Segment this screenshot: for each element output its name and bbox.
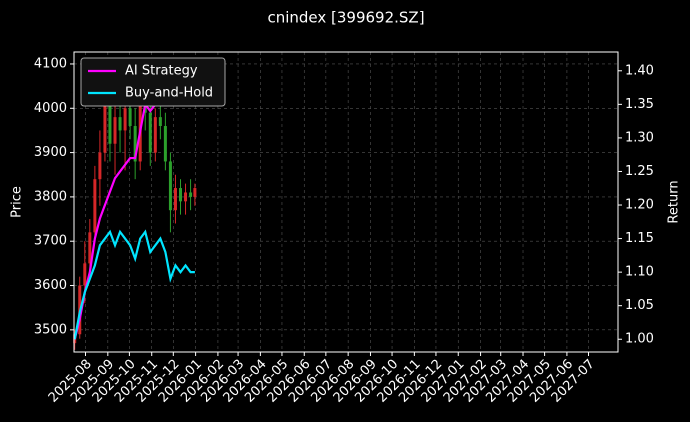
legend: AI Strategy Buy-and-Hold — [80, 57, 226, 107]
candle-body — [133, 126, 137, 162]
y-tick-label: 4100 — [34, 56, 67, 71]
chart-title: cnindex [399692.SZ] — [267, 9, 424, 27]
candle-body — [103, 99, 107, 153]
y2-tick-label: 1.10 — [625, 265, 654, 280]
y2-tick-label: 1.15 — [625, 231, 654, 246]
y-tick-label: 3500 — [34, 322, 67, 337]
candle-body — [93, 179, 97, 233]
y-tick-label: 3800 — [34, 189, 67, 204]
legend-box — [80, 57, 226, 107]
y2-tick-label: 1.20 — [625, 198, 654, 213]
candle-body — [148, 112, 152, 153]
candle-body — [158, 117, 162, 127]
y-tick-label: 4000 — [34, 101, 67, 116]
candle-body — [98, 152, 102, 180]
candle-body — [83, 263, 87, 286]
candle-body — [128, 108, 132, 127]
y2-tick-label: 1.30 — [625, 130, 654, 145]
y2-axis-label: Return — [667, 180, 682, 223]
candle-body — [193, 188, 197, 197]
candle-body — [168, 161, 172, 211]
candle-body — [173, 188, 177, 211]
series-line — [73, 229, 195, 340]
candle-body — [163, 126, 167, 162]
candle-body — [88, 232, 92, 264]
plot-frame — [73, 51, 619, 353]
candle-body — [108, 99, 112, 144]
legend-label: AI Strategy — [125, 64, 198, 79]
y-tick-label: 3700 — [34, 234, 67, 249]
candle-body — [178, 188, 182, 202]
y2-tick-label: 1.05 — [625, 298, 654, 313]
candle-body — [113, 117, 117, 144]
candle-body — [118, 117, 122, 131]
candle-body — [189, 192, 193, 197]
y-axis-label: Price — [10, 186, 25, 218]
y2-tick-label: 1.35 — [625, 97, 654, 112]
y2-tick-label: 1.40 — [625, 63, 654, 78]
y2-tick-label: 1.25 — [625, 164, 654, 179]
legend-label: Buy-and-Hold — [125, 86, 213, 101]
candle-body — [123, 108, 127, 131]
y-tick-label: 3600 — [34, 278, 67, 293]
candle-body — [184, 192, 188, 202]
candle-body — [153, 117, 157, 153]
y2-tick-label: 1.00 — [625, 332, 654, 347]
y-tick-label: 3900 — [34, 145, 67, 160]
